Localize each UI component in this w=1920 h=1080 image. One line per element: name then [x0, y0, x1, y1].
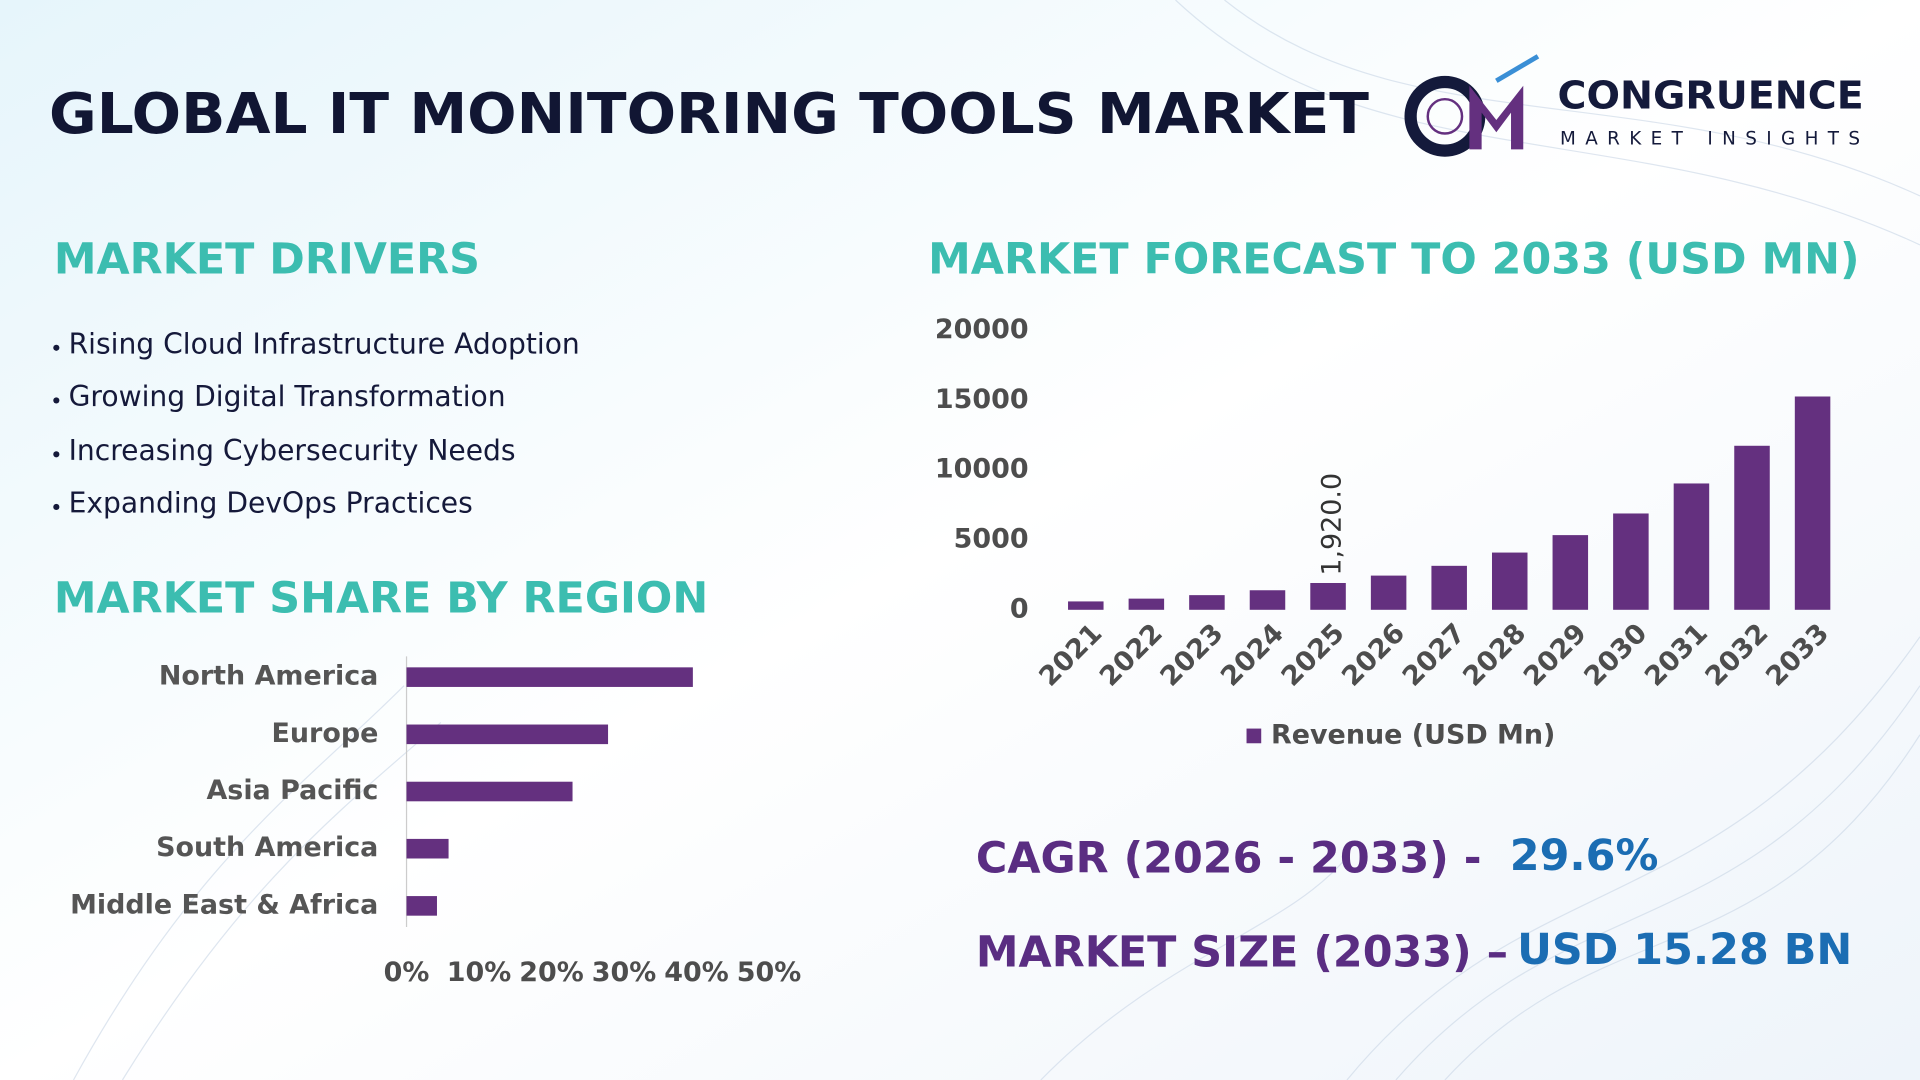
- bar: [1310, 582, 1346, 610]
- x-tick-label: 30%: [592, 957, 656, 988]
- bar: [1613, 513, 1649, 610]
- size-value: USD 15.28 BN: [1517, 925, 1852, 975]
- bar: [406, 896, 437, 916]
- chart-title: MARKET FORECAST TO 2033 (USD MN): [928, 235, 1859, 285]
- driver-item: Increasing Cybersecurity Needs: [69, 434, 516, 467]
- drivers-list: Rising Cloud Infrastructure Adoption Gro…: [53, 327, 580, 519]
- bar: [1673, 483, 1710, 610]
- bar: [1128, 598, 1165, 610]
- cagr-label: CAGR (2026 - 2033) -: [976, 833, 1482, 883]
- bullet: [53, 397, 60, 404]
- page-title: GLOBAL IT MONITORING TOOLS MARKET: [49, 82, 1370, 147]
- driver-item: Growing Digital Transformation: [69, 380, 506, 413]
- bar: [1249, 590, 1286, 610]
- y-tick-label: 5000: [954, 524, 1029, 555]
- bar: [1370, 575, 1407, 610]
- decor-waves: [72, 0, 1920, 1080]
- driver-item: Rising Cloud Infrastructure Adoption: [69, 327, 580, 360]
- data-label: 1,920.0: [1316, 473, 1347, 576]
- driver-item: Expanding DevOps Practices: [69, 486, 473, 519]
- bullet: [53, 451, 60, 458]
- bar: [1068, 601, 1104, 610]
- x-tick-label: 40%: [664, 957, 728, 988]
- logo-name: CONGRUENCE: [1558, 73, 1864, 117]
- bar: [406, 667, 693, 687]
- cagr-value: 29.6%: [1510, 831, 1659, 881]
- logo: CONGRUENCE MARKET INSIGHTS: [1404, 54, 1864, 157]
- bar: [1491, 552, 1528, 610]
- bar: [1431, 565, 1467, 610]
- logo-globe: [1426, 97, 1464, 135]
- y-tick-label: 20000: [935, 314, 1029, 345]
- bar: [1189, 595, 1225, 610]
- x-tick-label: 50%: [737, 957, 801, 988]
- y-tick-label: Middle East & Africa: [70, 889, 378, 920]
- bar: [1794, 396, 1831, 610]
- legend-swatch: [1246, 728, 1262, 744]
- x-tick-label: 10%: [447, 957, 511, 988]
- legend-label: Revenue (USD Mn): [1271, 719, 1555, 750]
- chart-title: MARKET SHARE BY REGION: [54, 574, 708, 624]
- size-label: MARKET SIZE (2033) –: [976, 928, 1508, 978]
- y-tick-label: North America: [159, 661, 378, 692]
- logo-m: [1469, 85, 1524, 150]
- bar: [406, 781, 573, 802]
- x-tick-label: 20%: [519, 957, 583, 988]
- y-tick-label: 15000: [935, 384, 1029, 415]
- logo-arrow: [1495, 54, 1540, 83]
- y-tick-label: Asia Pacific: [206, 775, 378, 806]
- x-tick-label: 0%: [384, 957, 430, 988]
- y-tick-label: 10000: [935, 454, 1029, 485]
- bullet: [53, 503, 60, 510]
- bar: [406, 724, 609, 745]
- y-tick-label: 0: [1010, 593, 1029, 624]
- bar: [406, 838, 449, 859]
- y-tick-label: Europe: [272, 718, 379, 749]
- logo-tagline: MARKET INSIGHTS: [1560, 129, 1860, 150]
- bullet: [53, 344, 60, 351]
- y-tick-label: South America: [156, 832, 378, 863]
- bar: [1734, 445, 1770, 610]
- drivers-title: MARKET DRIVERS: [54, 235, 480, 285]
- bar: [1552, 535, 1589, 610]
